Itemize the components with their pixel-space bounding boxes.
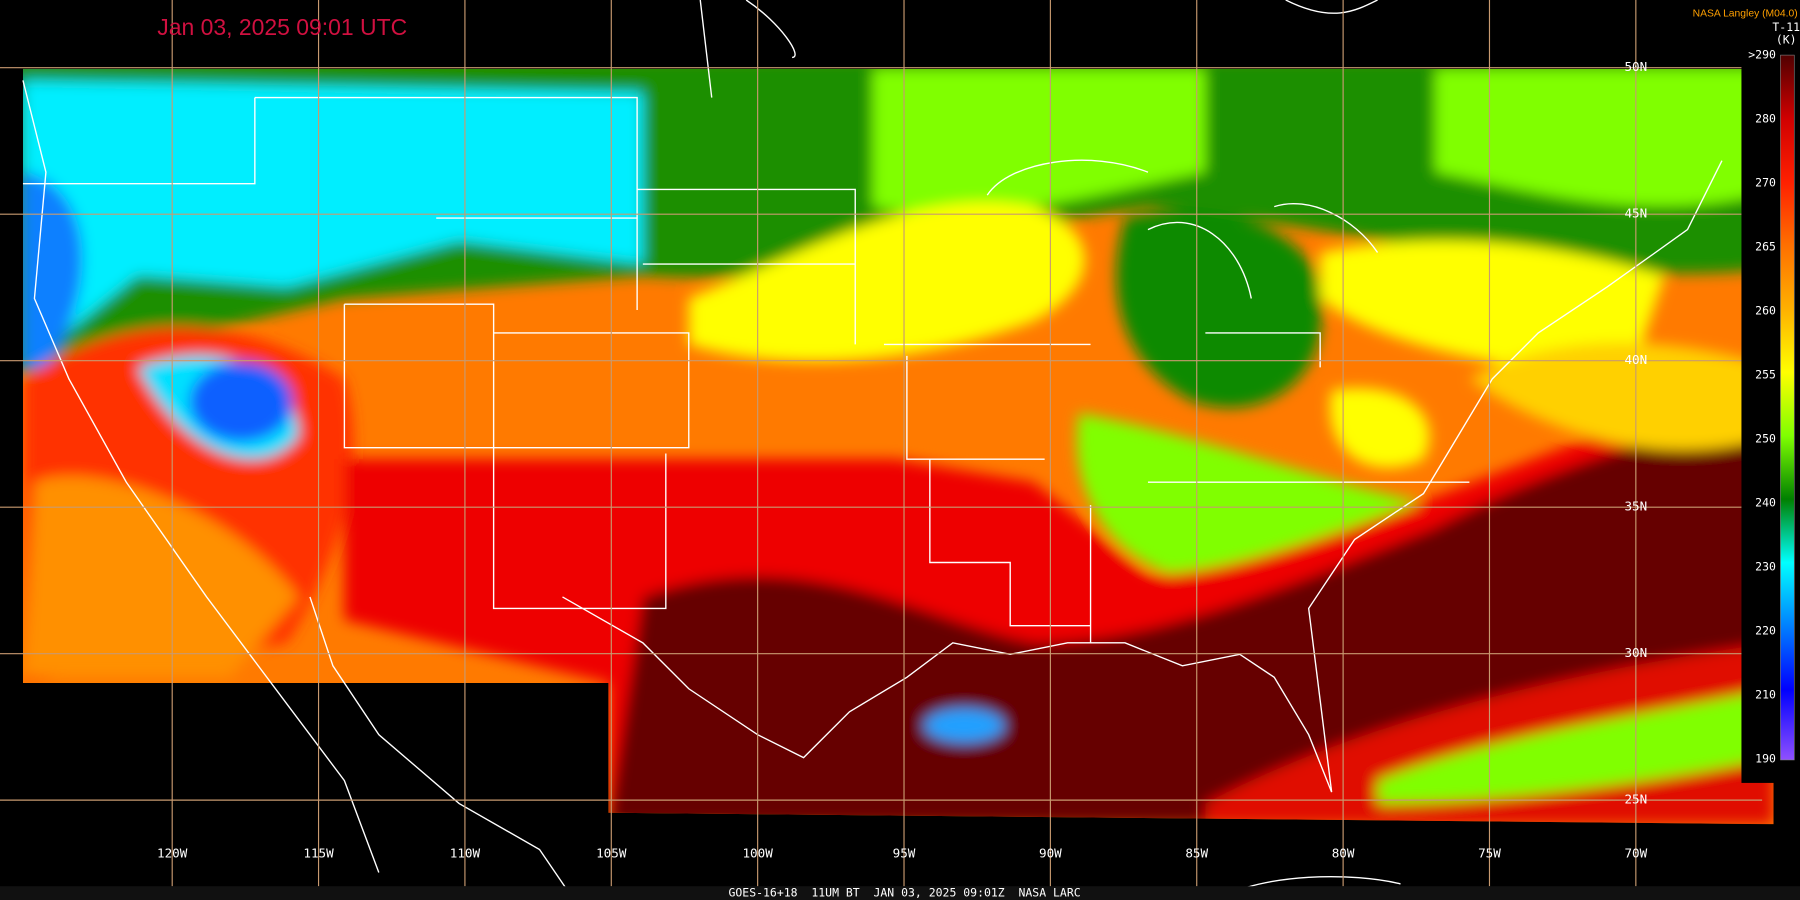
colorbar-label: 250	[1755, 431, 1776, 445]
longitude-label: 85W	[1185, 846, 1208, 861]
longitude-label: 120W	[157, 846, 188, 861]
colorbar-label: 280	[1755, 112, 1776, 126]
colorbar-label: 255	[1755, 367, 1776, 381]
longitude-label: 90W	[1039, 846, 1062, 861]
longitude-label: 75W	[1478, 846, 1501, 861]
longitude-label: 95W	[893, 846, 916, 861]
colorbar-label: 230	[1755, 559, 1776, 573]
colorbar	[1780, 54, 1795, 761]
longitude-label: 105W	[596, 846, 627, 861]
colorbar-label: 190	[1755, 751, 1776, 765]
colorbar-label: >290	[1748, 48, 1776, 62]
longitude-label: 115W	[303, 846, 334, 861]
latitude-label: 25N	[1624, 792, 1647, 807]
graticule	[0, 0, 1763, 887]
latitude-label: 30N	[1624, 645, 1647, 660]
colorbar-label: 260	[1755, 303, 1776, 317]
timestamp: Jan 03, 2025 09:01 UTC	[157, 14, 407, 40]
footer-caption: GOES-16+18 11UM BT JAN 03, 2025 09:01Z N…	[729, 886, 1081, 900]
credit: NASA Langley (M04.0)	[1693, 9, 1798, 20]
colorbar-unit: (K)	[1776, 33, 1797, 47]
latitude-label: 45N	[1624, 206, 1647, 221]
colorbar-label: 265	[1755, 240, 1776, 254]
latitude-label: 35N	[1624, 499, 1647, 514]
longitude-label: 80W	[1332, 846, 1355, 861]
colorbar-label: 270	[1755, 176, 1776, 190]
colorbar-label: 240	[1755, 495, 1776, 509]
colorbar-label: 210	[1755, 687, 1776, 701]
latitude-label: 40N	[1624, 352, 1647, 367]
longitude-label: 70W	[1624, 846, 1647, 861]
longitude-label: 100W	[742, 846, 773, 861]
colorbar-label: 220	[1755, 623, 1776, 637]
footer-bar	[0, 886, 1800, 900]
longitude-label: 110W	[450, 846, 481, 861]
latitude-label: 50N	[1624, 59, 1647, 74]
colorbar-title: T-11	[1772, 20, 1800, 34]
